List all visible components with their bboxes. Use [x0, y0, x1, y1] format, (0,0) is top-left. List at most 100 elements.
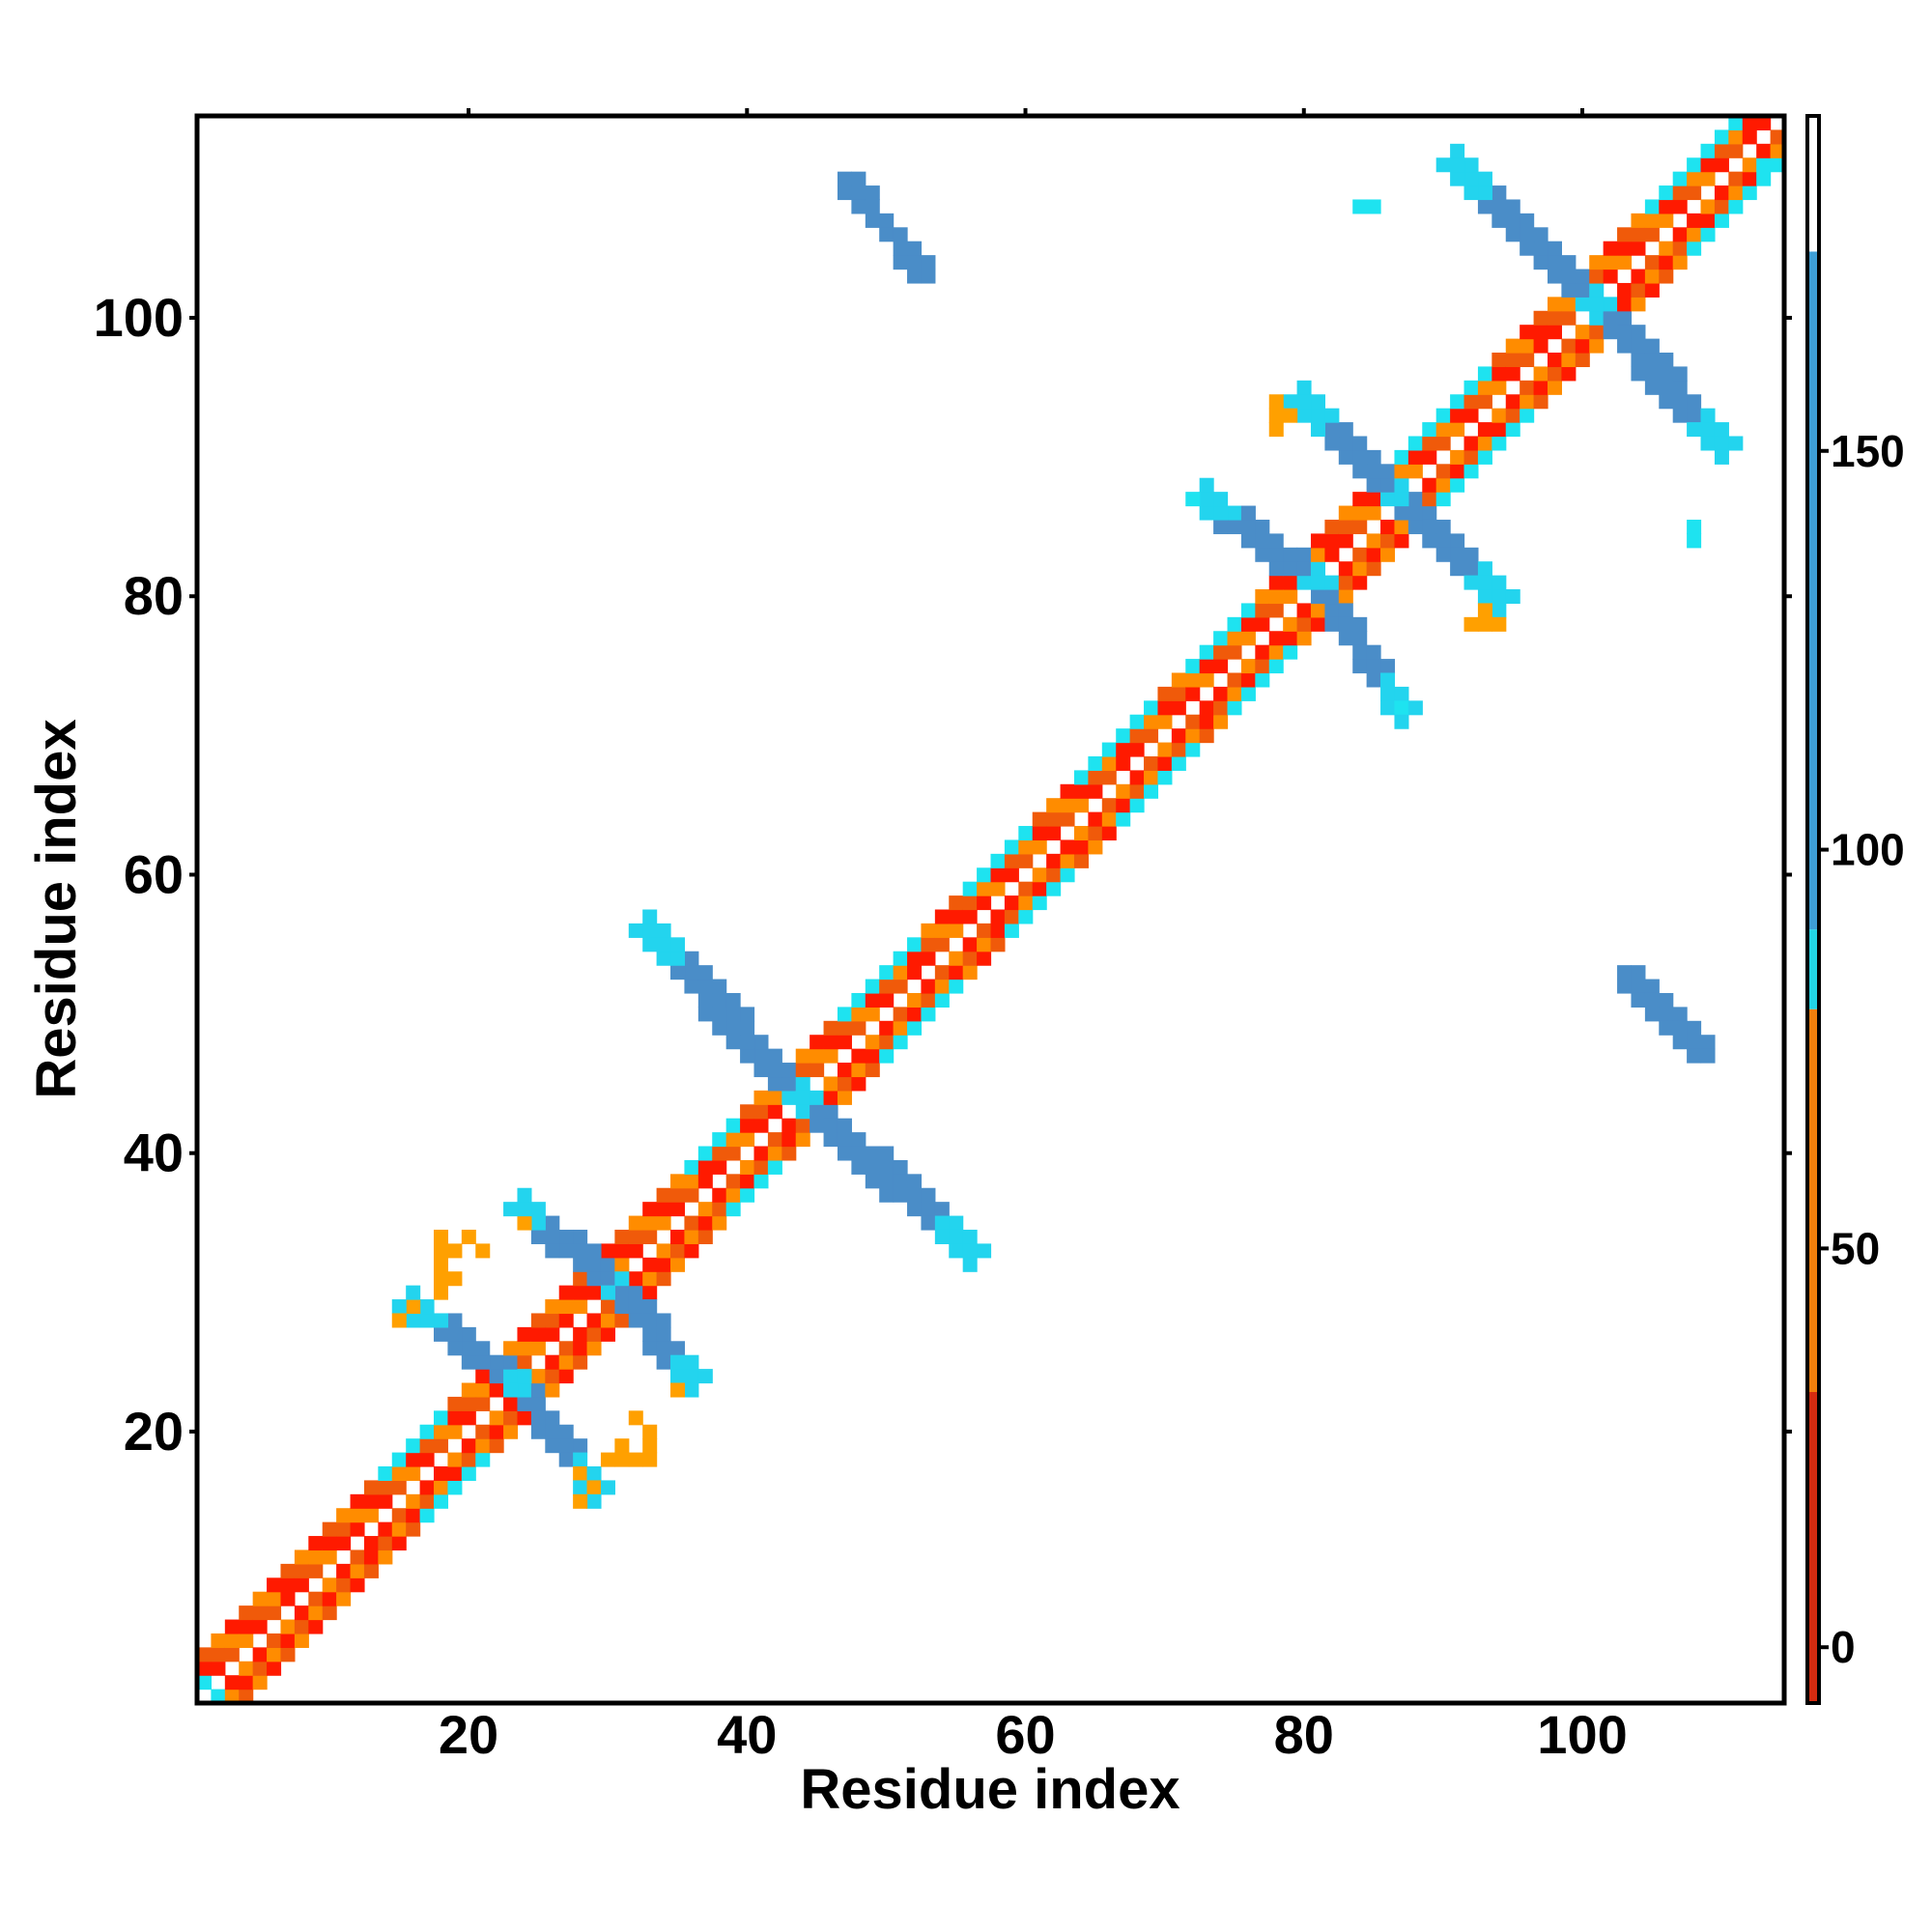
heatmap-cell [1032, 895, 1047, 911]
heatmap-cell [1283, 631, 1298, 646]
heatmap-cell [545, 1354, 560, 1370]
heatmap-cell [962, 1243, 978, 1259]
heatmap-cell [489, 1424, 504, 1439]
heatmap-cell [1283, 575, 1298, 590]
heatmap-cell [1492, 199, 1507, 214]
heatmap-cell [1631, 338, 1646, 354]
heatmap-cell [558, 1285, 574, 1300]
heatmap-cell [406, 1313, 421, 1328]
heatmap-cell [1366, 659, 1381, 674]
heatmap-cell [1018, 839, 1034, 855]
heatmap-cell [239, 1605, 254, 1621]
heatmap-cell [1477, 171, 1492, 186]
heatmap-cell [322, 1521, 337, 1537]
heatmap-cell [656, 1257, 671, 1272]
heatmap-cell [1617, 282, 1633, 298]
heatmap-cell [363, 1480, 379, 1495]
heatmap-cell [1435, 547, 1451, 562]
heatmap-cell [837, 1076, 852, 1092]
heatmap-cell [1589, 338, 1605, 354]
heatmap-cell [1394, 700, 1409, 716]
heatmap-cell [823, 1118, 838, 1133]
heatmap-cell [865, 1063, 880, 1078]
heatmap-cell [1394, 492, 1409, 507]
heatmap-cell [921, 923, 936, 938]
y-tick-label: 20 [124, 1401, 184, 1462]
heatmap-cell [1659, 992, 1674, 1008]
x-tick-label: 80 [1274, 1704, 1334, 1765]
heatmap-cell [1477, 199, 1492, 214]
heatmap-cell [1659, 241, 1674, 256]
heatmap-cell [350, 1563, 365, 1578]
heatmap-cell [1032, 881, 1047, 896]
heatmap-cell [1116, 742, 1131, 757]
heatmap-cell [934, 1202, 950, 1217]
heatmap-cell [670, 1369, 686, 1384]
heatmap-cell [1407, 505, 1423, 521]
heatmap-cell [740, 1020, 755, 1036]
heatmap-cell [1004, 839, 1019, 855]
heatmap-cell [1116, 798, 1131, 813]
heatmap-cell [1659, 394, 1674, 410]
heatmap-cell [391, 1452, 407, 1467]
heatmap-cell [684, 1382, 699, 1398]
heatmap-cell [1505, 213, 1520, 228]
heatmap-cell [391, 1480, 407, 1495]
heatmap-cell [1199, 644, 1214, 660]
heatmap-cell [1227, 644, 1242, 660]
heatmap-cell [1199, 700, 1214, 716]
heatmap-cell [1450, 143, 1465, 158]
heatmap-cell [434, 1480, 449, 1495]
heatmap-cell [1770, 143, 1785, 158]
heatmap-cell [795, 1090, 810, 1105]
heatmap-cell [712, 1215, 727, 1231]
heatmap-cell [434, 1285, 449, 1300]
heatmap-cell [517, 1410, 532, 1426]
heatmap-cell [767, 1104, 782, 1120]
heatmap-cell [1240, 519, 1256, 534]
heatmap-cell [1407, 492, 1423, 507]
heatmap-cell [197, 1647, 213, 1662]
heatmap-cell [1227, 616, 1242, 632]
heatmap-cell [1463, 171, 1479, 186]
heatmap-cell [1296, 394, 1312, 410]
heatmap-cell [725, 1020, 741, 1036]
heatmap-cell [642, 1229, 658, 1244]
heatmap-cell [267, 1577, 282, 1593]
colorbar-tick-label: 100 [1831, 825, 1905, 875]
heatmap-cell [1672, 1020, 1688, 1036]
heatmap-cell [322, 1577, 337, 1593]
heatmap-cell [1603, 241, 1618, 256]
heatmap-cell [1144, 700, 1159, 716]
heatmap-cell [1310, 589, 1325, 605]
heatmap-cell [1046, 798, 1062, 813]
heatmap-cell [1199, 505, 1214, 521]
heatmap-cell [1227, 519, 1242, 534]
colorbar-tick-label: 0 [1831, 1622, 1856, 1672]
heatmap-cell [1520, 380, 1535, 395]
heatmap-cell [795, 1048, 810, 1064]
heatmap-cell [252, 1647, 268, 1662]
heatmap-cell [977, 867, 992, 883]
heatmap-cell [1603, 269, 1618, 284]
heatmap-cell [1268, 394, 1284, 410]
heatmap-cell [1659, 1007, 1674, 1022]
heatmap-cell [503, 1202, 519, 1217]
heatmap-cell [614, 1452, 630, 1467]
heatmap-cell [1520, 353, 1535, 368]
heatmap-cell [697, 965, 713, 980]
heatmap-cell [851, 1132, 867, 1148]
heatmap-cell [600, 1271, 615, 1287]
heatmap-cell [1492, 589, 1507, 605]
heatmap-cell [934, 979, 950, 994]
heatmap-cell [1060, 839, 1075, 855]
heatmap-cell [1659, 269, 1674, 284]
heatmap-cell [252, 1605, 268, 1621]
heatmap-cell [573, 1341, 588, 1356]
heatmap-cell [461, 1438, 476, 1454]
heatmap-cell [865, 199, 880, 214]
heatmap-cell [1477, 366, 1492, 382]
heatmap-cell [642, 1202, 658, 1217]
heatmap-cell [781, 1118, 797, 1133]
heatmap-cell [697, 979, 713, 994]
